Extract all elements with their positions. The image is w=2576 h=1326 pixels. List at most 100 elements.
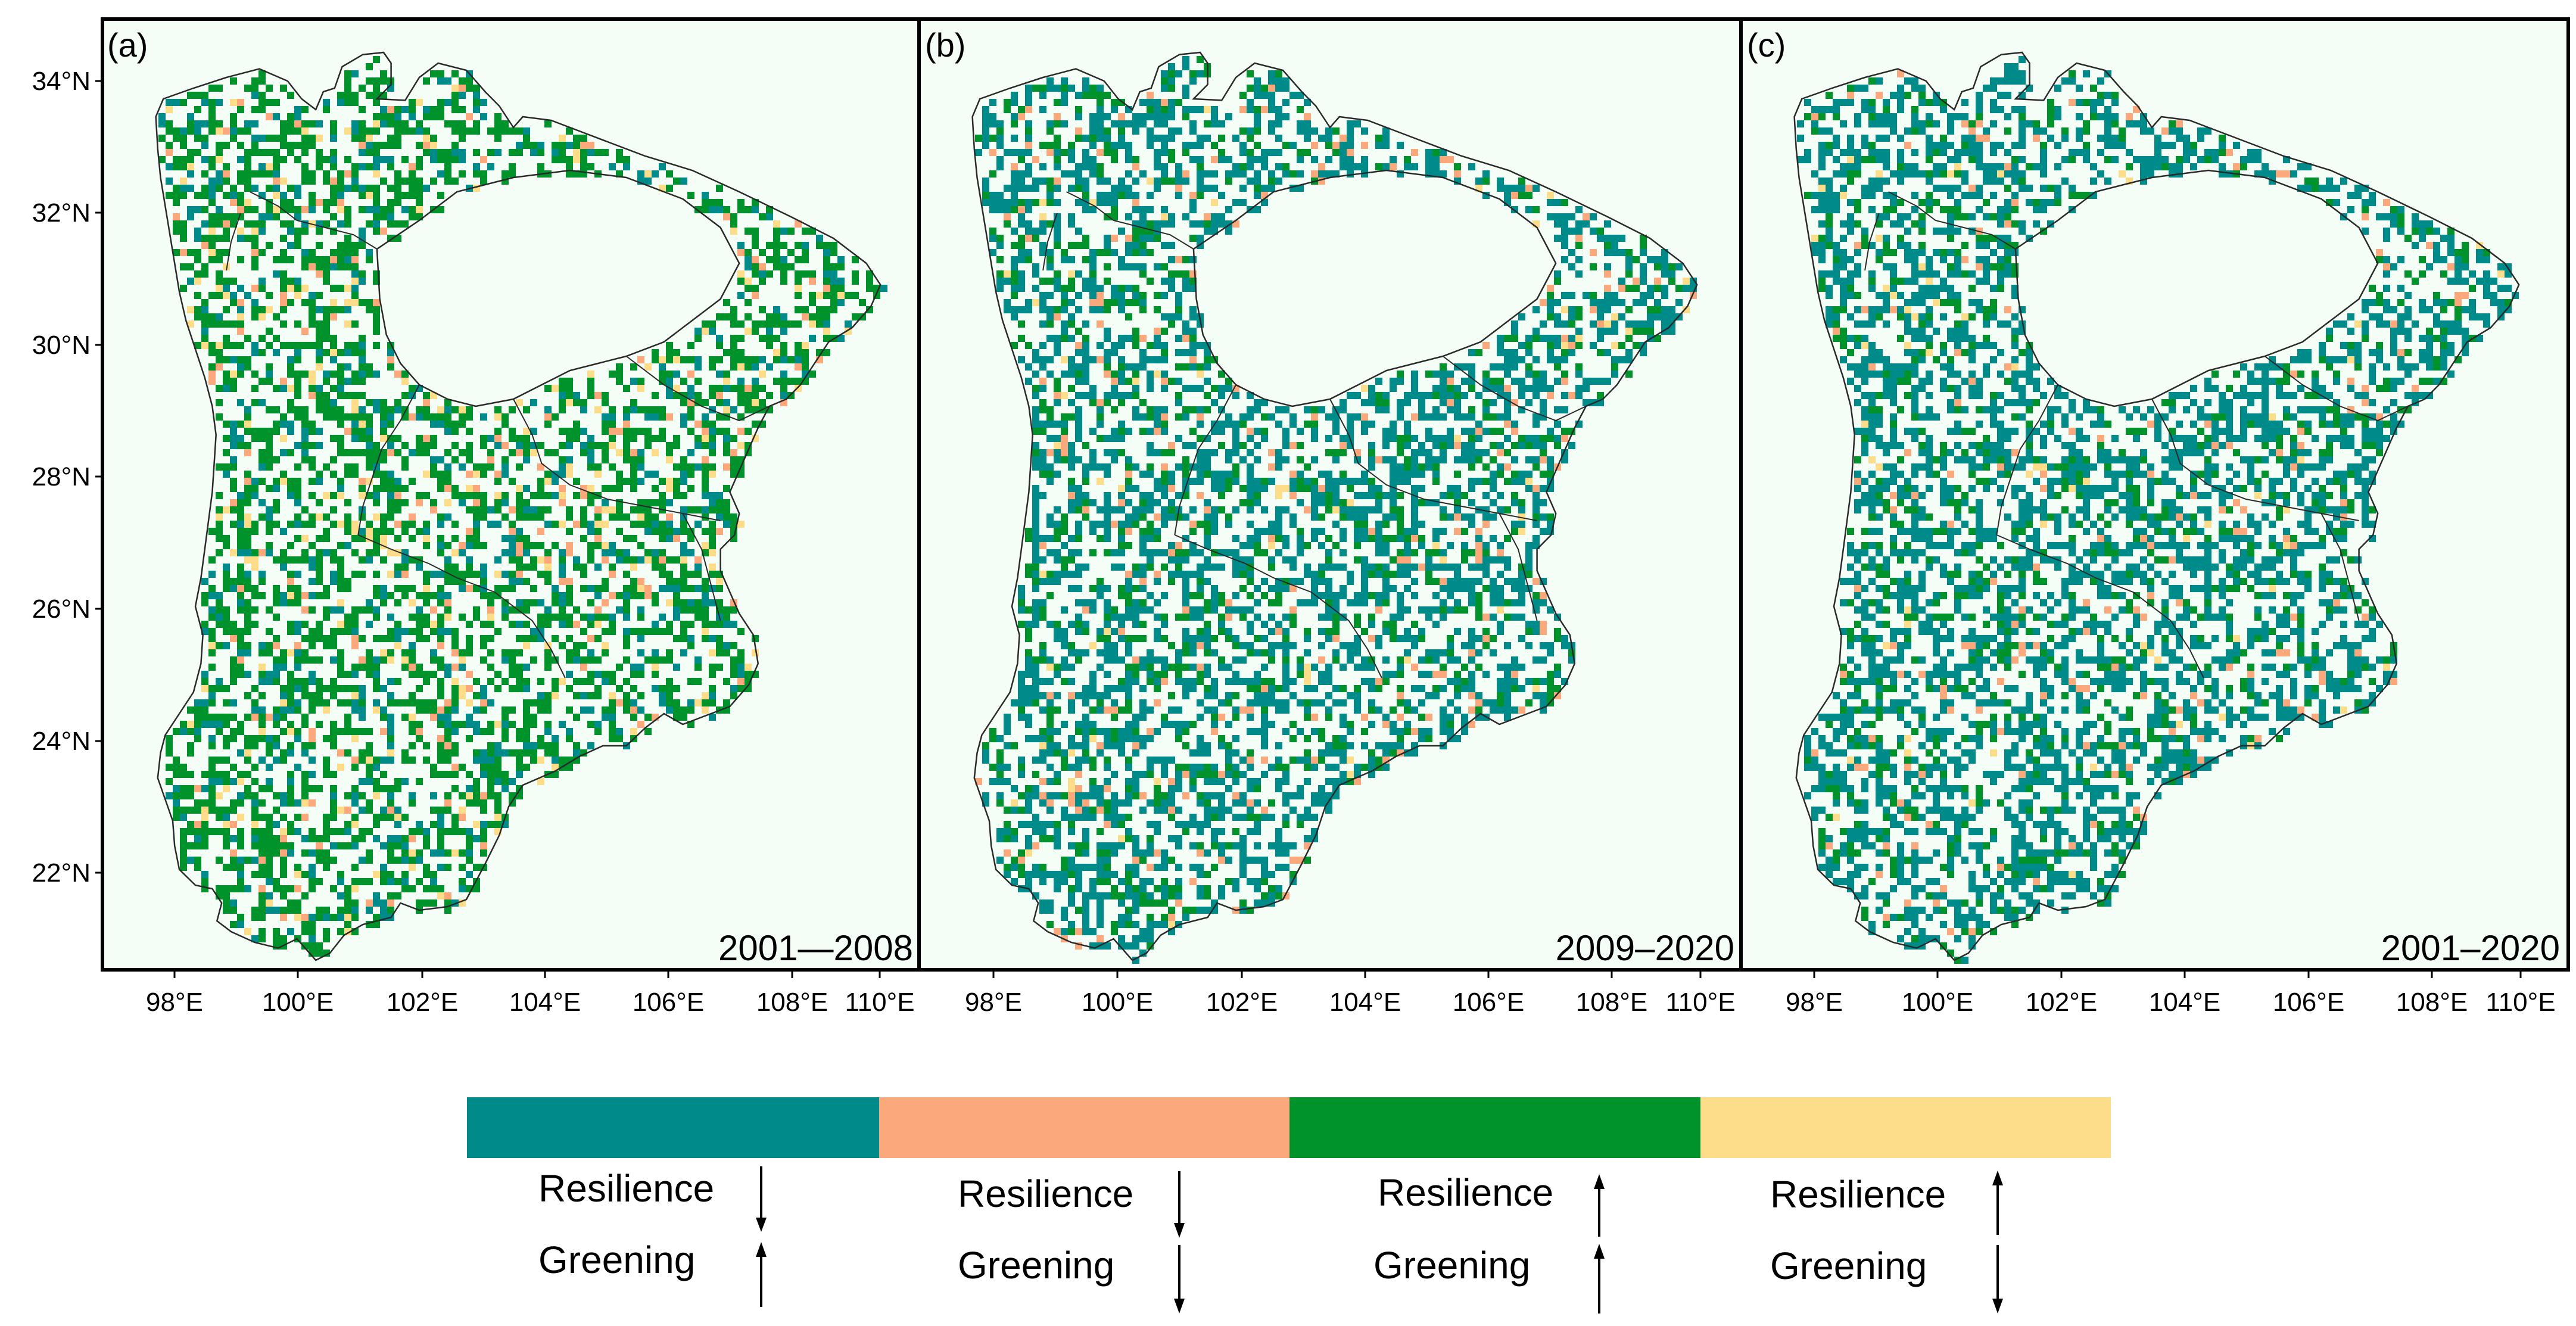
vegetation-pixel <box>366 127 373 135</box>
vegetation-pixel <box>337 220 344 228</box>
vegetation-pixel <box>359 270 366 278</box>
vegetation-pixel <box>466 571 473 578</box>
vegetation-pixel <box>409 742 416 749</box>
vegetation-pixel <box>273 313 280 320</box>
vegetation-pixel <box>1482 178 1490 185</box>
vegetation-pixel <box>301 621 309 628</box>
vegetation-pixel <box>287 149 294 156</box>
vegetation-pixel <box>351 163 359 170</box>
vegetation-pixel <box>251 170 258 178</box>
vegetation-pixel <box>273 521 280 528</box>
vegetation-pixel <box>1175 185 1182 192</box>
vegetation-pixel <box>666 571 673 578</box>
vegetation-pixel <box>494 764 502 771</box>
vegetation-pixel <box>516 542 523 549</box>
vegetation-pixel <box>1004 206 1011 213</box>
vegetation-pixel <box>1154 328 1161 335</box>
vegetation-pixel <box>530 585 537 592</box>
vegetation-pixel <box>316 471 323 478</box>
vegetation-pixel <box>1061 292 1068 299</box>
vegetation-pixel <box>1147 135 1154 142</box>
vegetation-pixel <box>730 313 737 320</box>
vegetation-pixel <box>373 56 380 63</box>
vegetation-pixel <box>1175 163 1182 170</box>
vegetation-pixel <box>587 528 594 535</box>
vegetation-pixel <box>659 614 666 621</box>
vegetation-pixel <box>1590 228 1597 235</box>
vegetation-pixel <box>444 120 451 127</box>
vegetation-pixel <box>459 542 466 549</box>
vegetation-pixel <box>330 413 337 421</box>
vegetation-pixel <box>1668 313 1675 320</box>
vegetation-pixel <box>380 907 387 914</box>
vegetation-pixel <box>837 299 845 306</box>
vegetation-pixel <box>180 163 187 170</box>
vegetation-pixel <box>366 163 373 170</box>
vegetation-pixel <box>609 413 616 421</box>
vegetation-pixel <box>1597 320 1604 328</box>
vegetation-pixel <box>1089 399 1097 406</box>
vegetation-pixel <box>416 878 423 885</box>
vegetation-pixel <box>616 506 623 513</box>
vegetation-pixel <box>1032 371 1039 378</box>
vegetation-pixel <box>1282 406 1289 413</box>
vegetation-pixel <box>787 320 795 328</box>
vegetation-pixel <box>1061 428 1068 435</box>
vegetation-pixel <box>223 621 230 628</box>
vegetation-pixel <box>316 656 323 664</box>
vegetation-pixel <box>1111 149 1118 156</box>
vegetation-pixel <box>1154 120 1161 127</box>
vegetation-pixel <box>401 220 409 228</box>
vegetation-pixel <box>273 742 280 749</box>
vegetation-pixel <box>337 807 344 814</box>
vegetation-pixel <box>359 714 366 721</box>
vegetation-pixel <box>230 735 237 742</box>
vegetation-pixel <box>502 649 509 656</box>
vegetation-pixel <box>237 127 244 135</box>
vegetation-pixel <box>273 99 280 106</box>
vegetation-pixel <box>616 471 623 478</box>
vegetation-pixel <box>244 599 251 606</box>
vegetation-pixel <box>816 306 823 313</box>
vegetation-pixel <box>216 99 223 106</box>
vegetation-pixel <box>1311 413 1318 421</box>
vegetation-pixel <box>309 706 316 714</box>
vegetation-pixel <box>1547 285 1554 292</box>
vegetation-pixel <box>208 592 216 599</box>
vegetation-pixel <box>451 142 459 149</box>
vegetation-pixel <box>502 735 509 742</box>
vegetation-pixel <box>173 814 180 821</box>
vegetation-pixel <box>537 478 544 485</box>
vegetation-pixel <box>773 228 780 235</box>
vegetation-pixel <box>1347 127 1354 135</box>
vegetation-pixel <box>702 528 709 535</box>
vegetation-pixel <box>444 542 451 549</box>
vegetation-pixel <box>1289 142 1297 149</box>
vegetation-pixel <box>637 592 644 599</box>
vegetation-pixel <box>444 828 451 835</box>
vegetation-pixel <box>702 463 709 471</box>
vegetation-pixel <box>537 149 544 156</box>
vegetation-pixel <box>1154 185 1161 192</box>
vegetation-pixel <box>702 399 709 406</box>
vegetation-pixel <box>1561 228 1568 235</box>
vegetation-pixel <box>244 513 251 521</box>
vegetation-pixel <box>216 285 223 292</box>
vegetation-pixel <box>351 378 359 385</box>
vegetation-pixel <box>1633 320 1640 328</box>
vegetation-pixel <box>273 178 280 185</box>
vegetation-pixel <box>251 206 258 213</box>
vegetation-pixel <box>730 471 737 478</box>
vegetation-pixel <box>1175 335 1182 342</box>
vegetation-pixel <box>1011 263 1018 270</box>
vegetation-pixel <box>830 292 837 299</box>
vegetation-pixel <box>1583 220 1590 228</box>
vegetation-pixel <box>652 485 659 492</box>
vegetation-pixel <box>602 678 609 685</box>
vegetation-pixel <box>630 706 637 714</box>
vegetation-pixel <box>1297 156 1304 163</box>
vegetation-pixel <box>180 807 187 814</box>
vegetation-pixel <box>401 814 409 821</box>
vegetation-pixel <box>423 406 430 413</box>
vegetation-pixel <box>1261 92 1268 99</box>
